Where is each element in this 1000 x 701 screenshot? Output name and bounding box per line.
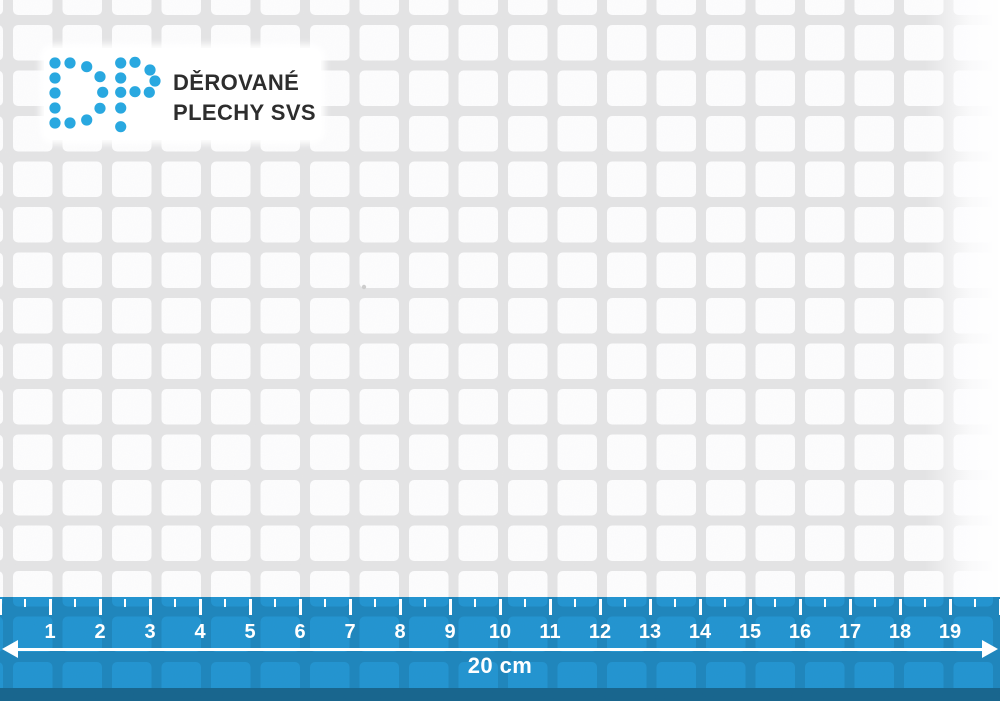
ruler-tick: [324, 599, 326, 607]
brand-wordmark: DĚROVANÉ PLECHY SVS: [173, 71, 316, 125]
ruler-tick: [448, 599, 452, 615]
ruler-tick: [524, 599, 526, 607]
ruler-tick: [248, 599, 252, 615]
ruler-tick: [648, 599, 652, 615]
ruler: 20 cm 1 2 3 4 5 6 7 8 9 10 11 12 13 14 15 16 17 18 19: [0, 597, 1000, 701]
ruler-tick: [548, 599, 552, 615]
ruler-tick: [574, 599, 576, 607]
ruler-number: 11: [539, 621, 561, 643]
ruler-tick: [624, 599, 626, 607]
brand-name-line2: PLECHY SVS: [173, 100, 316, 125]
ruler-tick: [474, 599, 476, 607]
ruler-tick: [298, 599, 302, 615]
ruler-tick: [274, 599, 276, 607]
ruler-number: 17: [838, 621, 862, 643]
ruler-tick: [98, 599, 102, 615]
ruler-tick: [948, 599, 952, 615]
ruler-tick: [198, 599, 202, 615]
ruler-tick: [748, 599, 752, 615]
ruler-number: 12: [588, 621, 612, 643]
ruler-tick: [798, 599, 802, 615]
brand-name-line1: DĚROVANÉ: [173, 70, 300, 95]
ruler-tick: [898, 599, 902, 615]
ruler-tick: [824, 599, 826, 607]
ruler-tick: [698, 599, 702, 615]
ruler-tick: [998, 599, 1000, 615]
dp-logo-icon: [49, 56, 161, 133]
ruler-number: 2: [94, 621, 106, 643]
ruler-tick: [74, 599, 76, 607]
ruler-arrowhead-right-icon: [982, 640, 998, 658]
ruler-number: 4: [194, 621, 206, 643]
ruler-tick: [848, 599, 852, 615]
ruler-number: 9: [444, 621, 456, 643]
ruler-number: 13: [638, 621, 662, 643]
ruler-number: 8: [394, 621, 406, 643]
ruler-tick: [874, 599, 876, 607]
ruler-number: 19: [938, 621, 962, 643]
ruler-marks: 20 cm 1 2 3 4 5 6 7 8 9 10 11 12 13 14 15 16 17 18 19: [0, 597, 1000, 701]
ruler-tick: [498, 599, 502, 615]
ruler-tick: [924, 599, 926, 607]
ruler-tick: [24, 599, 26, 607]
ruler-tick: [774, 599, 776, 607]
ruler-tick: [598, 599, 602, 615]
ruler-number: 1: [44, 621, 56, 643]
ruler-number: 18: [888, 621, 912, 643]
ruler-number: 14: [688, 621, 712, 643]
ruler-tick: [674, 599, 676, 607]
ruler-tick: [424, 599, 426, 607]
ruler-tick: [48, 599, 52, 615]
ruler-tick: [224, 599, 226, 607]
ruler-arrowhead-left-icon: [2, 640, 18, 658]
ruler-number: 5: [244, 621, 256, 643]
ruler-number: 6: [294, 621, 306, 643]
ruler-tick: [124, 599, 126, 607]
ruler-tick: [0, 599, 2, 615]
ruler-tick: [398, 599, 402, 615]
ruler-number: 15: [738, 621, 762, 643]
ruler-arrow-line: [13, 648, 987, 651]
ruler-tick: [724, 599, 726, 607]
ruler-number: 16: [788, 621, 812, 643]
ruler-length-label: 20 cm: [467, 653, 533, 678]
ruler-number: 10: [488, 621, 512, 643]
ruler-tick: [148, 599, 152, 615]
ruler-number: 3: [144, 621, 156, 643]
ruler-number: 7: [344, 621, 356, 643]
ruler-tick: [348, 599, 352, 615]
ruler-tick: [374, 599, 376, 607]
ruler-tick: [974, 599, 976, 607]
ruler-tick: [174, 599, 176, 607]
